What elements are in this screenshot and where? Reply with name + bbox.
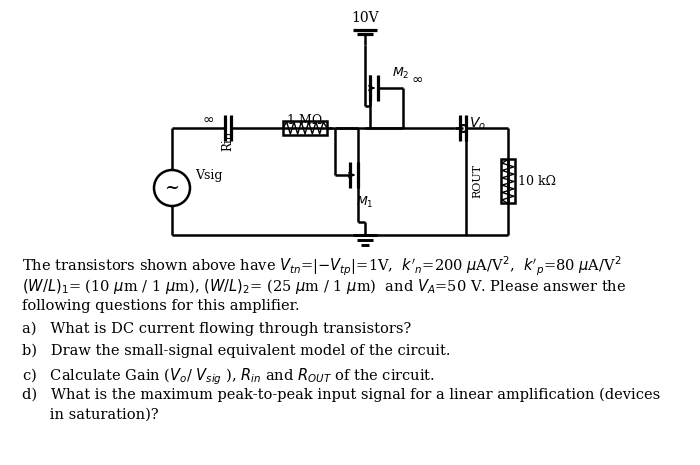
Text: Vsig: Vsig — [195, 170, 223, 182]
Text: a)   What is DC current flowing through transistors?: a) What is DC current flowing through tr… — [22, 322, 412, 336]
Text: in saturation)?: in saturation)? — [22, 408, 159, 422]
Text: ROUT: ROUT — [472, 165, 482, 199]
Text: d)   What is the maximum peak-to-peak input signal for a linear amplification (d: d) What is the maximum peak-to-peak inpu… — [22, 388, 660, 402]
Text: $(W/L)_1$= (10 $\mu$m / 1 $\mu$m), $(W/L)_2$= (25 $\mu$m / 1 $\mu$m)  and $V_A$=: $(W/L)_1$= (10 $\mu$m / 1 $\mu$m), $(W/L… — [22, 277, 626, 296]
Text: $M_1$: $M_1$ — [356, 195, 374, 210]
Text: The transistors shown above have $V_{tn}$=|$-V_{tp}$|=1V,  $k'_n$=200 $\mu$A/V$^: The transistors shown above have $V_{tn}… — [22, 255, 622, 278]
Text: $M_2$: $M_2$ — [392, 66, 410, 80]
Text: 10 kΩ: 10 kΩ — [518, 175, 556, 188]
Text: $V_o$: $V_o$ — [469, 116, 486, 132]
Text: ∞: ∞ — [412, 73, 423, 87]
Text: ~: ~ — [164, 179, 179, 197]
Text: following questions for this amplifier.: following questions for this amplifier. — [22, 299, 300, 313]
Text: 10V: 10V — [351, 11, 379, 25]
Text: Rin: Rin — [221, 131, 234, 151]
Text: c)   Calculate Gain ($V_o$/ $V_{sig}$ ), $R_{in}$ and $R_{OUT}$ of the circuit.: c) Calculate Gain ($V_o$/ $V_{sig}$ ), $… — [22, 366, 435, 386]
Text: ∞: ∞ — [202, 113, 214, 127]
Bar — [501, 159, 515, 204]
Text: b)   Draw the small-signal equivalent model of the circuit.: b) Draw the small-signal equivalent mode… — [22, 344, 451, 359]
Bar — [283, 121, 327, 135]
Text: 1 MΩ: 1 MΩ — [288, 114, 323, 127]
